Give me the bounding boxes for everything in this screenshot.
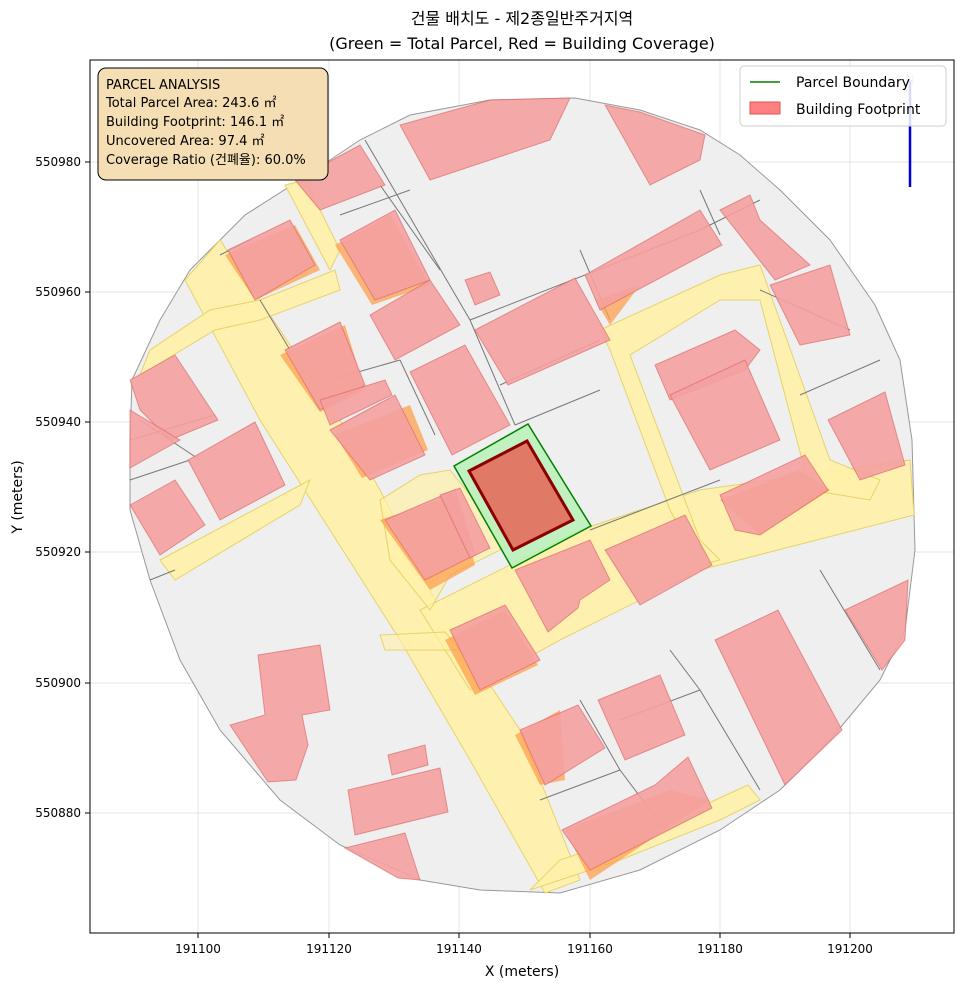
x-tick-label: 191160	[567, 942, 613, 956]
building	[227, 219, 316, 301]
building	[319, 379, 393, 426]
building	[719, 454, 829, 536]
building	[714, 609, 843, 786]
building	[519, 704, 606, 786]
buildings	[129, 97, 909, 881]
info-heading: PARCEL ANALYSIS	[106, 78, 220, 93]
building	[439, 487, 491, 559]
legend-building-label: Building Footprint	[796, 102, 921, 118]
building	[284, 321, 366, 411]
building	[584, 209, 723, 311]
info-coverage: Coverage Ratio (건폐율): 60.0%	[106, 153, 306, 168]
building	[604, 104, 706, 186]
building	[669, 359, 781, 471]
building	[844, 579, 909, 671]
chart-title-line1: 건물 배치도 - 제2종일반주거지역	[411, 9, 634, 28]
x-tick-label: 191180	[697, 942, 743, 956]
y-tick-label: 550960	[35, 285, 81, 299]
building	[719, 194, 811, 281]
building	[129, 409, 181, 469]
y-tick-label: 550940	[35, 415, 81, 429]
road-left-lower	[159, 478, 311, 581]
building	[129, 479, 206, 556]
building	[187, 421, 286, 521]
info-uncovered: Uncovered Area: 97.4 ㎡	[106, 134, 265, 149]
y-tick-label: 550920	[35, 545, 81, 559]
plot-area: N	[89, 59, 955, 934]
building	[229, 644, 331, 783]
y-axis: 550980 550960 550940 550920 550900 55088…	[10, 155, 90, 820]
building	[827, 391, 906, 481]
building	[343, 832, 421, 881]
building	[449, 604, 541, 691]
x-tick-label: 191200	[827, 942, 873, 956]
building	[347, 767, 449, 836]
building	[294, 144, 386, 211]
y-axis-label: Y (meters)	[10, 460, 26, 534]
x-tick-label: 191120	[306, 942, 352, 956]
chart-title-line2: (Green = Total Parcel, Red = Building Co…	[329, 34, 715, 53]
x-tick-label: 191100	[175, 942, 221, 956]
building	[329, 394, 426, 481]
target-building	[466, 439, 576, 552]
parcel-analysis-box: PARCEL ANALYSIS Total Parcel Area: 243.6…	[97, 67, 329, 181]
building	[399, 97, 571, 181]
building	[464, 271, 501, 306]
legend: Parcel Boundary Building Footprint	[739, 65, 947, 127]
building	[561, 756, 713, 871]
building	[654, 329, 761, 401]
road-left-branch	[138, 269, 341, 377]
building	[409, 344, 511, 456]
x-axis: 191100 191120 191140 191160 191180 19120…	[175, 933, 873, 980]
info-total-area: Total Parcel Area: 243.6 ㎡	[105, 96, 276, 111]
info-footprint: Building Footprint: 146.1 ㎡	[106, 115, 284, 130]
legend-parcel-label: Parcel Boundary	[796, 75, 910, 91]
x-tick-label: 191140	[436, 942, 482, 956]
building	[604, 514, 713, 606]
x-axis-label: X (meters)	[485, 964, 559, 980]
building	[597, 674, 686, 761]
y-tick-label: 550900	[35, 676, 81, 690]
building	[769, 264, 851, 346]
y-tick-label: 550880	[35, 806, 81, 820]
building	[129, 354, 219, 441]
y-tick-label: 550980	[35, 155, 81, 169]
building	[369, 279, 461, 361]
legend-building-swatch	[749, 101, 781, 115]
building	[474, 277, 611, 386]
building	[387, 744, 429, 776]
building	[514, 539, 611, 633]
